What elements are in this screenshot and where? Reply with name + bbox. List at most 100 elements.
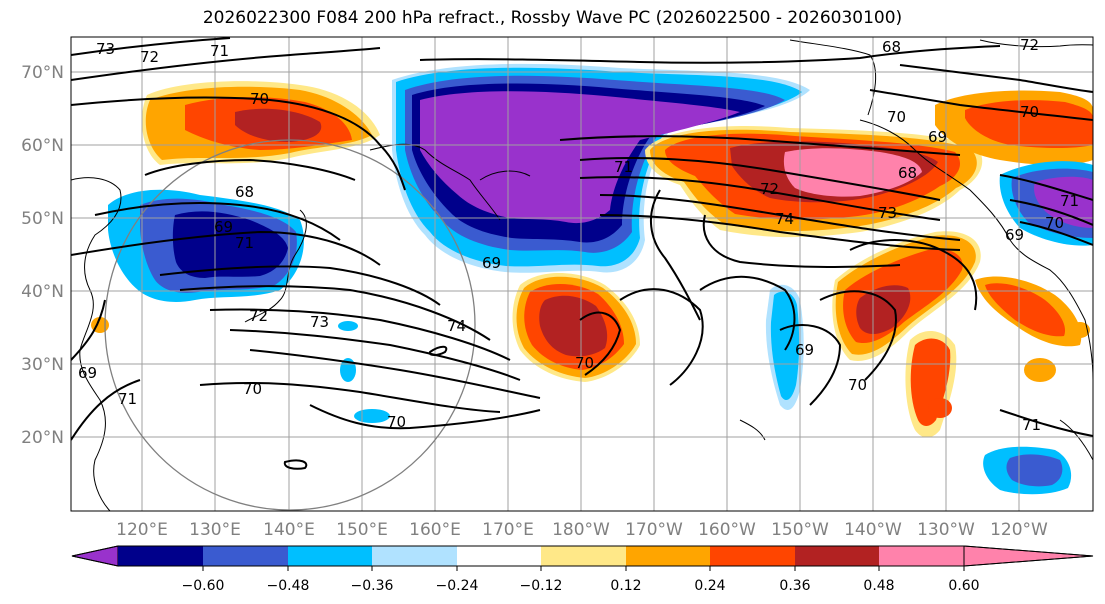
colorbar-tick-label: 0.36 xyxy=(779,578,810,594)
warm-region xyxy=(985,283,1066,337)
colorbar-tick-label: −0.60 xyxy=(182,578,225,594)
contour-label: 70 xyxy=(887,108,906,126)
latitude-labels: 70°N 60°N 50°N 40°N 30°N 20°N xyxy=(21,63,64,448)
lon-label: 140°E xyxy=(263,520,315,540)
colorbar-extend-low xyxy=(71,545,119,567)
colorbar-tick-label: 0.60 xyxy=(948,578,979,594)
colorbar-tick-label: −0.12 xyxy=(520,578,563,594)
lon-label: 150°E xyxy=(336,520,388,540)
contour-label: 72 xyxy=(1020,36,1039,54)
lon-label: 170°W xyxy=(625,520,683,540)
lon-label: 180°W xyxy=(552,520,610,540)
colorbar-tick-labels: −0.60 −0.48 −0.36 −0.24 −0.12 0.12 0.24 … xyxy=(182,578,980,594)
lon-label: 120°W xyxy=(990,520,1048,540)
coastlines xyxy=(71,39,1093,511)
lat-label: 50°N xyxy=(21,209,64,229)
contour-label: 69 xyxy=(795,341,814,359)
contour-label: 69 xyxy=(928,128,947,146)
warm-region xyxy=(783,148,922,197)
contour-label: 74 xyxy=(447,317,466,335)
map-frame xyxy=(70,36,1094,512)
contour-label: 73 xyxy=(310,313,329,331)
lat-label: 60°N xyxy=(21,136,64,156)
contour-label: 71 xyxy=(1060,192,1079,210)
contour-label: 69 xyxy=(214,218,233,236)
cold-region xyxy=(420,91,740,224)
colorbar-segment xyxy=(457,546,541,566)
graticule xyxy=(71,37,1093,511)
lon-label: 120°E xyxy=(116,520,168,540)
colorbar-tick-label: 0.24 xyxy=(694,578,725,594)
colorbar-extend-high xyxy=(963,545,1094,567)
colorbar-segment xyxy=(795,546,879,566)
warm-region xyxy=(965,100,1093,149)
contour-label: 70 xyxy=(1020,103,1039,121)
contour-label: 74 xyxy=(775,210,794,228)
lon-label: 170°E xyxy=(482,520,534,540)
warm-region xyxy=(539,295,608,357)
cold-region xyxy=(338,321,358,331)
contour-label: 70 xyxy=(387,413,406,431)
map-area: 73 72 71 70 68 69 71 72 73 74 70 69 71 6… xyxy=(71,36,1093,511)
colorbar-tick-label: 0.12 xyxy=(610,578,641,594)
colorbar-segment xyxy=(710,546,795,566)
colorbar-tick-label: −0.48 xyxy=(267,578,310,594)
contour-label: 71 xyxy=(118,390,137,408)
colorbar: −0.60 −0.48 −0.36 −0.24 −0.12 0.12 0.24 … xyxy=(71,545,1094,594)
contour-label: 69 xyxy=(78,364,97,382)
contour-lines xyxy=(71,37,1093,470)
colorbar-outline xyxy=(71,545,1094,567)
lat-label: 40°N xyxy=(21,282,64,302)
lat-label: 20°N xyxy=(21,428,64,448)
colorbar-segment xyxy=(203,546,288,566)
cold-region xyxy=(354,409,390,423)
contour-label: 68 xyxy=(898,164,917,182)
warm-region xyxy=(1024,358,1056,382)
reference-circle xyxy=(104,139,476,511)
contour-label: 69 xyxy=(1005,226,1024,244)
contour-label: 71 xyxy=(614,158,633,176)
cold-region xyxy=(1034,176,1093,228)
contour-label: 71 xyxy=(1022,416,1041,434)
colorbar-segment xyxy=(626,546,710,566)
contour-label: 68 xyxy=(882,38,901,56)
contour-label: 73 xyxy=(96,40,115,58)
colorbar-segment xyxy=(541,546,626,566)
colorbar-segment xyxy=(118,546,203,566)
lon-label: 160°W xyxy=(698,520,756,540)
cold-region xyxy=(172,211,288,278)
contour-label: 69 xyxy=(482,254,501,272)
contour-label: 72 xyxy=(140,48,159,66)
lat-label: 70°N xyxy=(21,63,64,83)
colorbar-ticks xyxy=(202,566,965,571)
contour-label: 70 xyxy=(575,354,594,372)
lon-label: 140°W xyxy=(844,520,902,540)
lon-label: 130°E xyxy=(189,520,241,540)
contour-label: 72 xyxy=(760,180,779,198)
colorbar-segment xyxy=(372,546,457,566)
colorbar-tick-label: −0.24 xyxy=(436,578,479,594)
lat-label: 30°N xyxy=(21,355,64,375)
contour-label: 70 xyxy=(848,376,867,394)
contour-label: 70 xyxy=(250,90,269,108)
lon-label: 130°W xyxy=(917,520,975,540)
colorbar-segment xyxy=(879,546,964,566)
cold-region xyxy=(770,291,800,401)
contour-labels: 73 72 71 70 68 69 71 72 73 74 70 69 71 6… xyxy=(78,36,1079,434)
contour-label: 70 xyxy=(243,380,262,398)
warm-region xyxy=(928,398,952,418)
warm-region xyxy=(1070,322,1090,338)
lon-label: 150°W xyxy=(771,520,829,540)
contour-label: 68 xyxy=(235,183,254,201)
cold-region xyxy=(1006,454,1063,487)
map-title: 2026022300 F084 200 hPa refract., Rossby… xyxy=(202,8,903,28)
warm-region xyxy=(235,108,322,142)
contour-label: 72 xyxy=(249,307,268,325)
contour-label: 73 xyxy=(878,204,897,222)
colorbar-tick-label: −0.36 xyxy=(351,578,394,594)
colorbar-tick-label: 0.48 xyxy=(863,578,894,594)
contour-label: 71 xyxy=(235,234,254,252)
lon-label: 160°E xyxy=(409,520,461,540)
contour-label: 71 xyxy=(210,42,229,60)
